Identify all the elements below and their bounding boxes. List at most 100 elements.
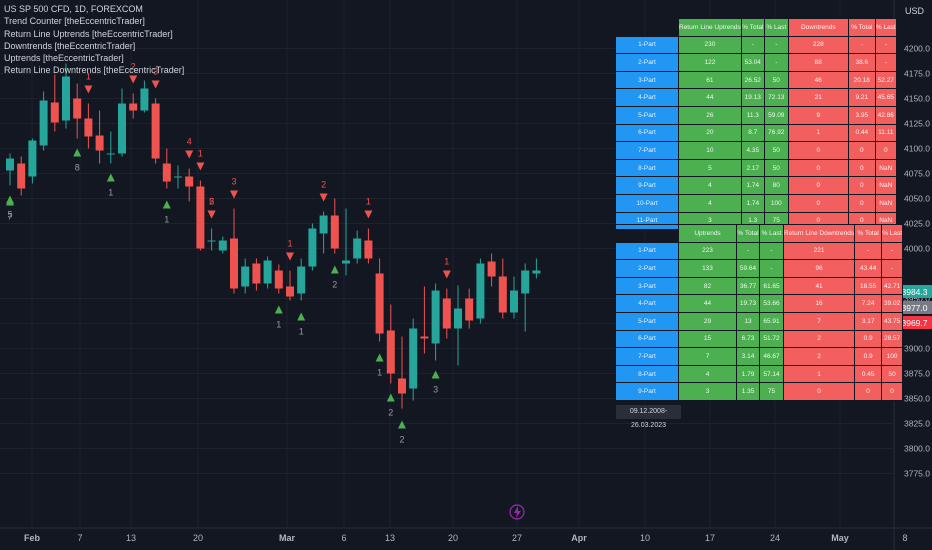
candle-body (62, 76, 70, 121)
table-cell: 3.14 (736, 347, 760, 366)
stats-table-top: Return Line Uptrends% Total% Last Downtre… (615, 18, 897, 231)
trend-count-label: 7 (7, 212, 12, 222)
table-cell: 28.57 (881, 329, 904, 349)
trend-count-label: 2 (321, 180, 326, 190)
table-cell: 0 (787, 141, 849, 160)
table-row: 8-Part 4 1.79 57.14 1 0.45 50 (615, 364, 904, 384)
indicator-uptrends[interactable]: Uptrends [theEccentricTrader] (4, 53, 124, 64)
table-cell: 53.04 (740, 53, 765, 72)
row-label-cell: 9-Part (615, 176, 679, 195)
row-label-cell: 4-Part (615, 88, 679, 107)
time-tick-label: 13 (385, 533, 395, 543)
time-tick-label: 13 (126, 533, 136, 543)
table-cell: 4 (678, 364, 737, 384)
price-tick-label: 4150.0 (904, 94, 930, 104)
table-cell: 42.86 (874, 105, 897, 125)
table-cell: 0.45 (854, 364, 883, 384)
table-cell: 59.09 (763, 105, 789, 125)
candle-body (84, 118, 93, 137)
price-tick-label: 3900.0 (904, 344, 930, 354)
table-header-cell: % Total (736, 224, 760, 243)
downtrend-marker (207, 210, 216, 219)
uptrend-marker (106, 173, 115, 182)
table-cell: 59.64 (736, 259, 760, 278)
candle-body (409, 328, 418, 389)
uptrend-marker (330, 265, 339, 274)
downtrend-marker (230, 190, 238, 199)
candle-body (386, 330, 395, 374)
table-cell: 75 (759, 382, 784, 401)
table-cell: 3.95 (847, 105, 876, 125)
candle-body (342, 260, 350, 264)
table-header-cell: Return Line Downtrends (782, 224, 856, 243)
indicator-return-line-downtrends[interactable]: Return Line Downtrends [theEccentricTrad… (4, 65, 185, 76)
candle-body (174, 176, 182, 178)
symbol-title[interactable]: US SP 500 CFD, 1D, FOREXCOM (4, 4, 143, 14)
table-cell: 7 (782, 311, 856, 331)
table-cell: 46 (787, 70, 849, 90)
candle-body (263, 260, 272, 284)
price-tick-label: 4125.0 (904, 119, 930, 129)
indicator-trend-counter[interactable]: Trend Counter [theEccentricTrader] (4, 16, 145, 27)
table-cell: - (759, 241, 784, 261)
table-cell: 51.72 (759, 329, 784, 349)
table-cell: 43.44 (854, 259, 883, 278)
downtrend-marker (151, 80, 160, 89)
time-tick-label: 6 (341, 533, 346, 543)
table-row: 5-Part 26 11.3 59.09 9 3.95 42.86 (615, 105, 897, 125)
table-cell: 0 (874, 141, 897, 160)
price-tick-label: 3950.0 (904, 294, 930, 304)
table-cell: - (847, 35, 876, 55)
candle-body (50, 102, 59, 123)
table-cell: 8.7 (740, 123, 765, 143)
uptrend-marker (73, 148, 82, 157)
candle-body (106, 153, 115, 155)
trend-count-label: 4 (187, 137, 192, 147)
price-tick-label: 3800.0 (904, 444, 930, 454)
row-label-cell: 1-Part (615, 35, 679, 55)
trend-count-label: 1 (377, 368, 382, 378)
trend-count-label: 1 (198, 149, 203, 159)
downtrend-marker (319, 193, 328, 202)
row-label-cell: 9-Part (615, 382, 679, 401)
price-badge (897, 316, 932, 329)
indicator-return-line-uptrends[interactable]: Return Line Uptrends [theEccentricTrader… (4, 28, 173, 39)
lightning-icon-bolt (514, 506, 521, 518)
trend-count-label: 1 (164, 215, 169, 225)
table-row: 3-Part 61 26.52 50 46 20.18 52.27 (615, 70, 897, 90)
table-cell: 29 (678, 311, 737, 331)
date-range-label: 09.12.2008-26.03.2023 (616, 405, 681, 429)
trend-count-label: 2 (209, 197, 214, 207)
table-cell: 0 (854, 382, 883, 401)
candle-body (196, 186, 205, 249)
candle-body (476, 263, 485, 319)
table-cell: 0 (881, 382, 904, 401)
table-cell: 1 (782, 364, 856, 384)
table-cell: 1 (787, 123, 849, 143)
table-row: 9-Part 3 1.35 75 0 0 0 (615, 382, 904, 401)
table-cell: - (854, 241, 883, 261)
table-cell: 0 (782, 382, 856, 401)
table-row: 4-Part 44 19.13 72.13 21 9.21 45.65 (615, 88, 897, 107)
row-label-cell: 3-Part (615, 276, 679, 296)
trend-count-label: 3 (231, 177, 236, 187)
trend-count-label: 1 (108, 188, 113, 198)
candle-body (162, 163, 171, 182)
indicator-downtrends[interactable]: Downtrends [theEccentricTrader] (4, 40, 136, 51)
table-cell: 1.35 (736, 382, 760, 401)
time-tick-label: Feb (24, 533, 41, 543)
row-label-cell: 1-Part (615, 241, 679, 261)
table-header-cell: % Last (763, 18, 789, 37)
table-cell: 18.55 (854, 276, 883, 296)
table-cell: 11.11 (874, 123, 897, 143)
table-cell: 53.66 (759, 294, 784, 313)
table-cell: 223 (678, 241, 737, 261)
table-cell: 100 (881, 347, 904, 366)
table-cell: 42.71 (881, 276, 904, 296)
table-cell: 9 (787, 105, 849, 125)
row-label-cell: 8-Part (615, 364, 679, 384)
time-tick-label: 24 (770, 533, 780, 543)
table-cell: 38.6 (847, 53, 876, 72)
price-tick-label: 3825.0 (904, 419, 930, 429)
price-badge (897, 285, 932, 298)
